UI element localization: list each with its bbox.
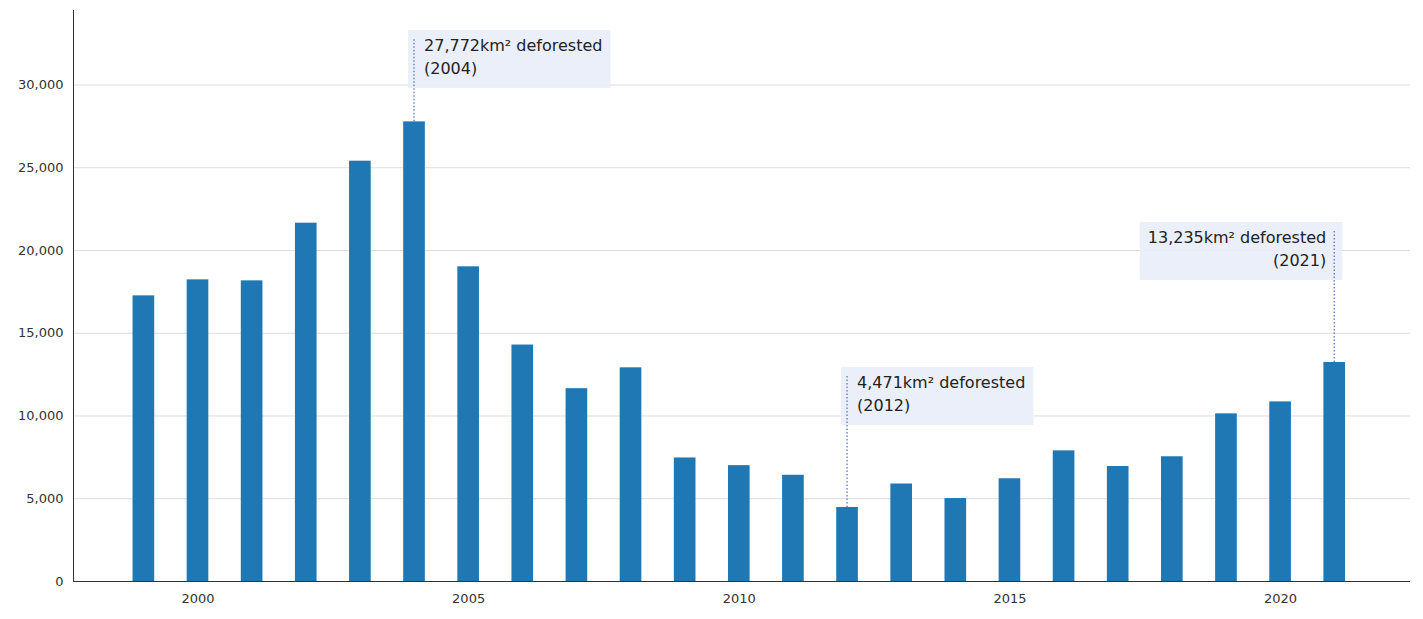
svg-text:2010: 2010 <box>723 591 756 606</box>
svg-text:13,235km² deforested(2021): 13,235km² deforested(2021) <box>1148 228 1326 270</box>
svg-text:5,000: 5,000 <box>26 491 63 506</box>
svg-text:10,000: 10,000 <box>18 408 64 423</box>
svg-text:2000: 2000 <box>181 591 214 606</box>
svg-text:25,000: 25,000 <box>18 160 64 175</box>
svg-text:15,000: 15,000 <box>18 325 64 340</box>
svg-text:30,000: 30,000 <box>18 77 64 92</box>
svg-text:2020: 2020 <box>1264 591 1297 606</box>
svg-text:0: 0 <box>55 574 63 589</box>
svg-text:20,000: 20,000 <box>18 243 64 258</box>
svg-text:2015: 2015 <box>993 591 1026 606</box>
svg-text:27,772km² deforested(2004): 27,772km² deforested(2004) <box>424 36 602 78</box>
svg-text:2005: 2005 <box>452 591 485 606</box>
svg-text:4,471km² deforested(2012): 4,471km² deforested(2012) <box>857 373 1025 415</box>
